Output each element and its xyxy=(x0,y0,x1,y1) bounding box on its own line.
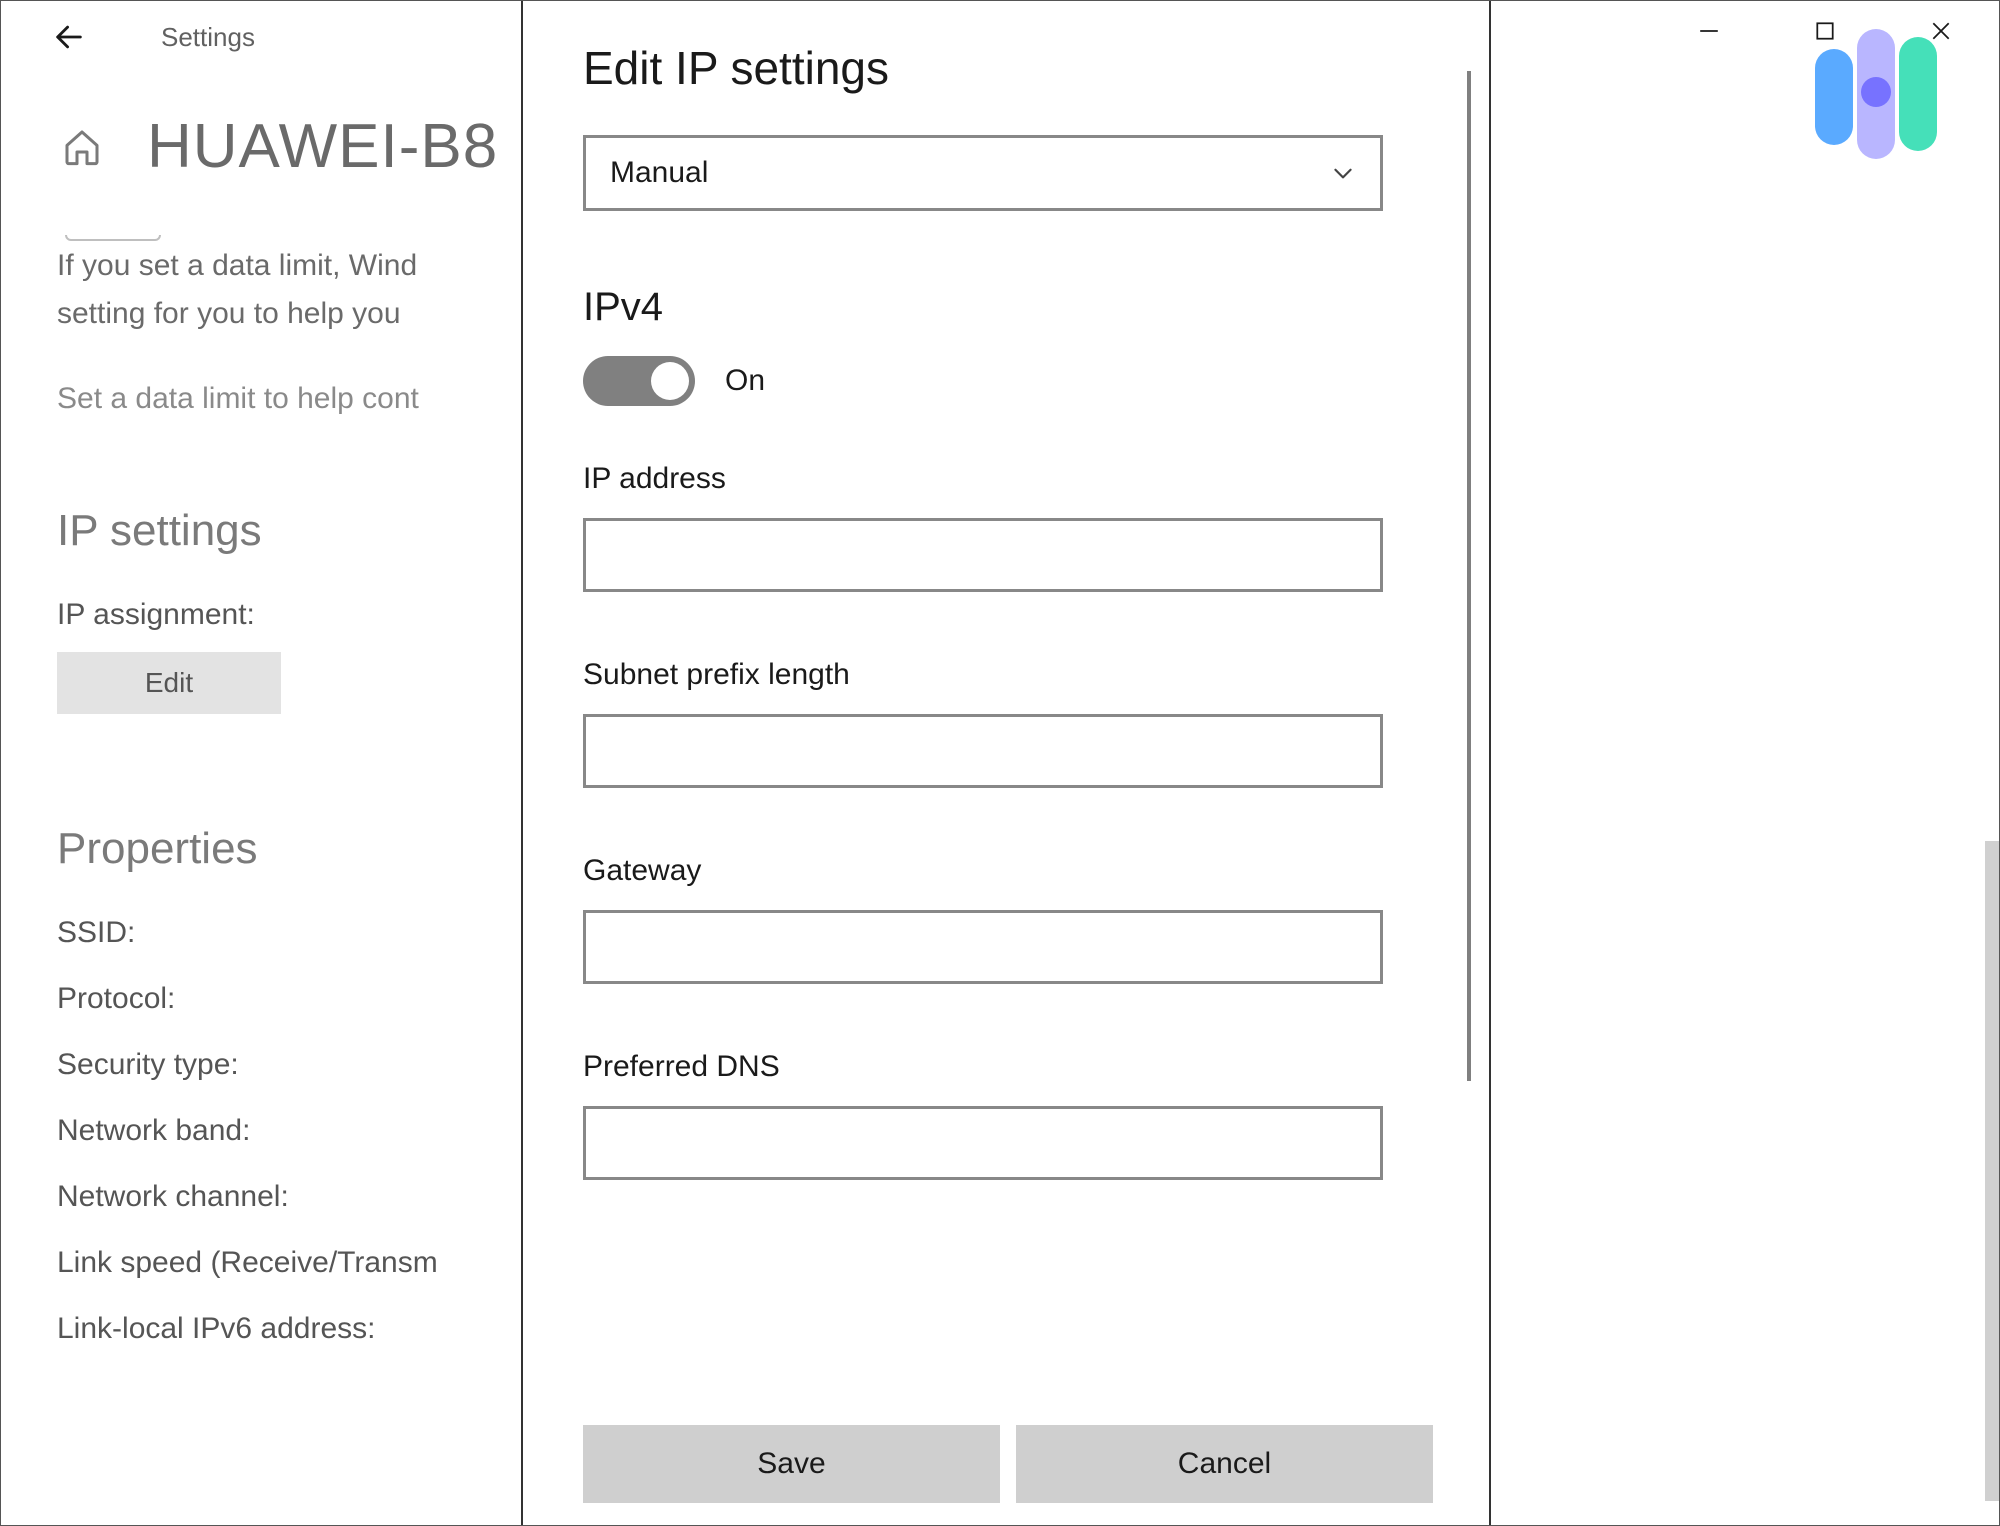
app-title: Settings xyxy=(161,22,255,53)
close-icon xyxy=(1930,20,1952,42)
gateway-label: Gateway xyxy=(583,854,1429,888)
dialog-footer: Save Cancel xyxy=(583,1425,1433,1503)
toggle-knob xyxy=(651,362,689,400)
ip-address-input[interactable] xyxy=(583,518,1383,592)
body-line1: If you set a data limit, Wind xyxy=(57,249,417,282)
dialog-title: Edit IP settings xyxy=(583,41,1429,95)
ipv4-toggle[interactable] xyxy=(583,356,695,406)
dns-field: Preferred DNS xyxy=(583,1050,1429,1180)
back-arrow-icon xyxy=(52,20,86,54)
network-name-heading: HUAWEI-B8 xyxy=(147,111,498,182)
close-button[interactable] xyxy=(1883,1,1999,61)
edit-button[interactable]: Edit xyxy=(57,652,281,714)
ip-mode-value: Manual xyxy=(610,156,708,190)
window-controls xyxy=(1651,1,1999,61)
edit-ip-settings-dialog: Edit IP settings Manual IPv4 On IP addre… xyxy=(521,1,1491,1525)
minimize-button[interactable] xyxy=(1651,1,1767,61)
subnet-label: Subnet prefix length xyxy=(583,658,1429,692)
dns-label: Preferred DNS xyxy=(583,1050,1429,1084)
maximize-button[interactable] xyxy=(1767,1,1883,61)
minimize-icon xyxy=(1698,20,1720,42)
save-button[interactable]: Save xyxy=(583,1425,1000,1503)
ipv4-heading: IPv4 xyxy=(583,285,1429,330)
ip-address-label: IP address xyxy=(583,462,1429,496)
dialog-content: Edit IP settings Manual IPv4 On IP addre… xyxy=(523,1,1489,1525)
subnet-input[interactable] xyxy=(583,714,1383,788)
ip-mode-select[interactable]: Manual xyxy=(583,135,1383,211)
ipv4-toggle-row: On xyxy=(583,356,1429,406)
page-scrollbar[interactable] xyxy=(1985,841,1999,1501)
watermark-dot xyxy=(1861,77,1891,107)
gateway-field: Gateway xyxy=(583,854,1429,984)
cancel-button[interactable]: Cancel xyxy=(1016,1425,1433,1503)
subnet-field: Subnet prefix length xyxy=(583,658,1429,788)
home-icon xyxy=(62,127,102,167)
home-underline xyxy=(65,235,161,241)
chevron-down-icon xyxy=(1330,160,1356,186)
dns-input[interactable] xyxy=(583,1106,1383,1180)
back-button[interactable] xyxy=(39,7,99,67)
body-line2: setting for you to help you xyxy=(57,297,401,330)
ip-address-field: IP address xyxy=(583,462,1429,592)
gateway-input[interactable] xyxy=(583,910,1383,984)
dialog-scrollbar[interactable] xyxy=(1467,71,1471,1081)
maximize-icon xyxy=(1814,20,1836,42)
ipv4-toggle-state: On xyxy=(725,364,765,398)
home-button[interactable] xyxy=(57,122,107,172)
